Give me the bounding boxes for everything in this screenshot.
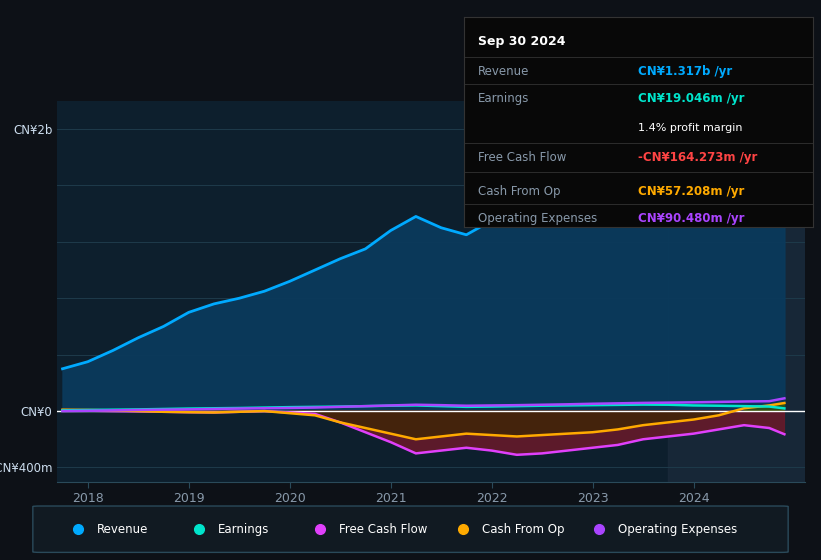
Bar xyxy=(668,101,805,482)
Text: Free Cash Flow: Free Cash Flow xyxy=(339,522,427,536)
Text: CN¥90.480m /yr: CN¥90.480m /yr xyxy=(639,212,745,225)
Text: Free Cash Flow: Free Cash Flow xyxy=(478,151,566,164)
Text: CN¥57.208m /yr: CN¥57.208m /yr xyxy=(639,185,745,198)
Text: Cash From Op: Cash From Op xyxy=(478,185,560,198)
Text: CN¥19.046m /yr: CN¥19.046m /yr xyxy=(639,92,745,105)
FancyBboxPatch shape xyxy=(33,506,788,552)
Text: Operating Expenses: Operating Expenses xyxy=(478,212,597,225)
Text: CN¥1.317b /yr: CN¥1.317b /yr xyxy=(639,65,732,78)
Text: Operating Expenses: Operating Expenses xyxy=(618,522,737,536)
Text: Revenue: Revenue xyxy=(97,522,149,536)
Text: Earnings: Earnings xyxy=(478,92,530,105)
Text: Sep 30 2024: Sep 30 2024 xyxy=(478,35,566,49)
Text: Cash From Op: Cash From Op xyxy=(482,522,565,536)
Text: Earnings: Earnings xyxy=(218,522,269,536)
Text: 1.4% profit margin: 1.4% profit margin xyxy=(639,123,743,133)
Text: -CN¥164.273m /yr: -CN¥164.273m /yr xyxy=(639,151,758,164)
Text: Revenue: Revenue xyxy=(478,65,530,78)
